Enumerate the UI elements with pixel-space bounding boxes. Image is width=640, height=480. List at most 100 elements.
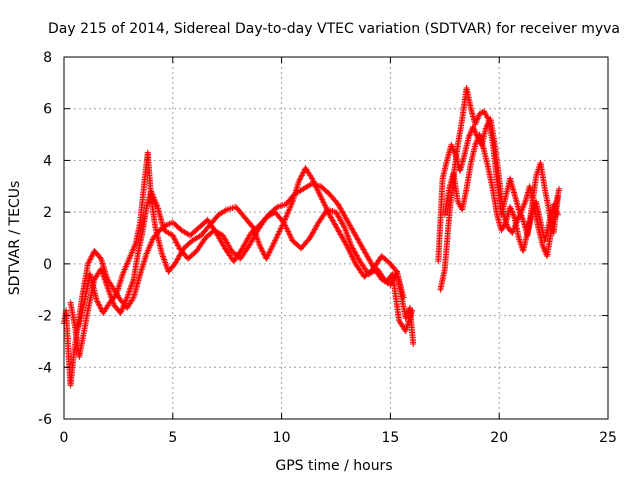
data-points (61, 85, 563, 389)
data-point (222, 207, 229, 214)
data-point (517, 209, 524, 216)
data-point (472, 119, 479, 126)
data-point (84, 260, 91, 267)
data-point (298, 173, 305, 180)
data-point (140, 261, 147, 268)
data-point (508, 206, 515, 213)
data-point (297, 175, 304, 182)
data-point (86, 257, 93, 264)
data-point (410, 341, 417, 348)
data-point (94, 298, 101, 305)
data-point (551, 204, 558, 211)
data-point (173, 239, 180, 246)
data-point (285, 207, 292, 214)
data-point (474, 116, 481, 123)
y-axis-label: SDTVAR / TECUs (7, 181, 23, 296)
data-point (258, 245, 265, 252)
data-point (475, 113, 482, 120)
data-point (521, 201, 528, 208)
axis-ticks (63, 56, 609, 420)
data-point (256, 242, 263, 249)
data-point (509, 229, 516, 236)
data-point (284, 210, 291, 217)
x-tick-label: 10 (273, 430, 291, 446)
data-point (510, 212, 517, 219)
data-point (296, 178, 303, 185)
x-tick-label: 20 (490, 430, 508, 446)
data-point (509, 209, 516, 216)
data-point (285, 209, 292, 216)
data-point (554, 210, 561, 217)
data-point (283, 212, 290, 219)
data-point (172, 238, 179, 245)
data-point (117, 279, 124, 286)
data-point (299, 170, 306, 177)
data-point (552, 205, 559, 212)
data-point (117, 277, 124, 284)
data-point (116, 280, 123, 287)
data-point (518, 207, 525, 214)
data-point (99, 260, 106, 267)
x-tick-label: 15 (381, 430, 399, 446)
data-point (88, 253, 95, 260)
data-point (450, 146, 457, 153)
data-point (115, 283, 122, 290)
data-point (387, 281, 394, 288)
data-point (142, 255, 149, 262)
y-tick-label: 0 (43, 257, 52, 273)
plot-border (63, 56, 609, 420)
data-point (288, 201, 295, 208)
data-point (472, 140, 479, 147)
data-point (140, 260, 147, 267)
data-point (98, 257, 105, 264)
data-point (471, 128, 478, 135)
data-point (473, 138, 480, 145)
data-point (170, 233, 177, 240)
data-point (87, 255, 94, 262)
data-point (474, 115, 481, 122)
data-point (550, 201, 557, 208)
series-4 (437, 85, 561, 293)
data-point (138, 266, 145, 273)
data-point (448, 141, 455, 148)
series-3 (74, 180, 407, 335)
y-tick-label: 4 (43, 153, 52, 169)
data-point (553, 208, 560, 215)
data-point (553, 207, 560, 214)
data-point (540, 245, 547, 252)
data-point (286, 204, 293, 211)
data-point (85, 259, 92, 266)
series-1 (61, 149, 417, 389)
data-point (449, 144, 456, 151)
data-point (554, 211, 561, 218)
data-point (471, 126, 478, 133)
data-point (466, 131, 473, 138)
data-point (540, 244, 547, 251)
data-point (507, 205, 514, 212)
data-point (517, 210, 524, 217)
y-tick-label: 2 (43, 205, 52, 221)
data-point (287, 203, 294, 210)
data-point (390, 275, 397, 282)
y-tick-label: -2 (38, 309, 52, 325)
data-point (340, 223, 347, 230)
data-point (466, 132, 473, 139)
data-point (515, 215, 522, 222)
chart-title: Day 215 of 2014, Sidereal Day-to-day VTE… (48, 21, 620, 37)
data-point (472, 129, 479, 136)
data-point (516, 213, 523, 220)
data-point (137, 271, 144, 278)
data-point (556, 185, 563, 192)
data-point (138, 268, 145, 275)
y-tick-label: 8 (43, 50, 52, 66)
data-point (260, 249, 267, 256)
data-point (95, 299, 102, 306)
data-point (169, 232, 176, 239)
data-point (409, 307, 416, 314)
data-point (141, 258, 148, 265)
data-point (465, 134, 472, 141)
data-point (137, 269, 144, 276)
data-point (520, 203, 527, 210)
data-point (139, 264, 146, 271)
